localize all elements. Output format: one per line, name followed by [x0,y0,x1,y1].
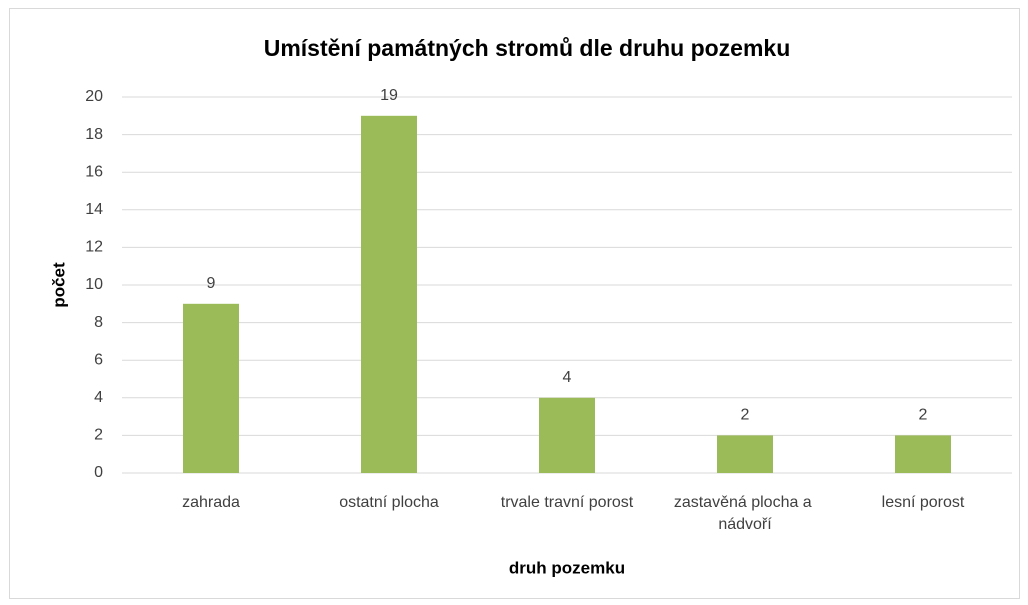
x-tick-label: zastavěná plocha a nádvoří [674,494,816,533]
y-tick-label: 0 [94,464,103,481]
y-tick-label: 6 [94,351,103,368]
bar [895,435,951,473]
y-tick-label: 18 [85,126,103,143]
y-tick-label: 14 [85,201,103,218]
data-label: 19 [380,87,398,104]
bar [183,303,239,473]
data-label: 2 [919,407,928,424]
x-tick-label: ostatní plocha [339,494,439,511]
x-tick-label: trvale travní porost [501,494,634,511]
bar [717,435,773,473]
chart-border [9,8,1020,599]
bar [539,397,595,473]
y-tick-label: 12 [85,239,103,256]
data-label: 2 [741,407,750,424]
y-tick-label: 8 [94,314,103,331]
chart-title: Umístění památných stromů dle druhu poze… [264,35,791,61]
y-tick-label: 20 [85,88,103,105]
y-tick-label: 16 [85,163,103,180]
x-tick-label: lesní porost [882,494,965,511]
data-label: 4 [563,369,572,386]
y-tick-label: 4 [94,389,103,406]
bar [361,115,417,474]
data-label: 9 [207,275,216,292]
y-tick-label: 2 [94,427,103,444]
y-axis-title: počet [49,262,68,308]
x-tick-label: zahrada [182,494,240,511]
y-tick-label: 10 [85,276,103,293]
x-axis-title: druh pozemku [509,558,625,577]
